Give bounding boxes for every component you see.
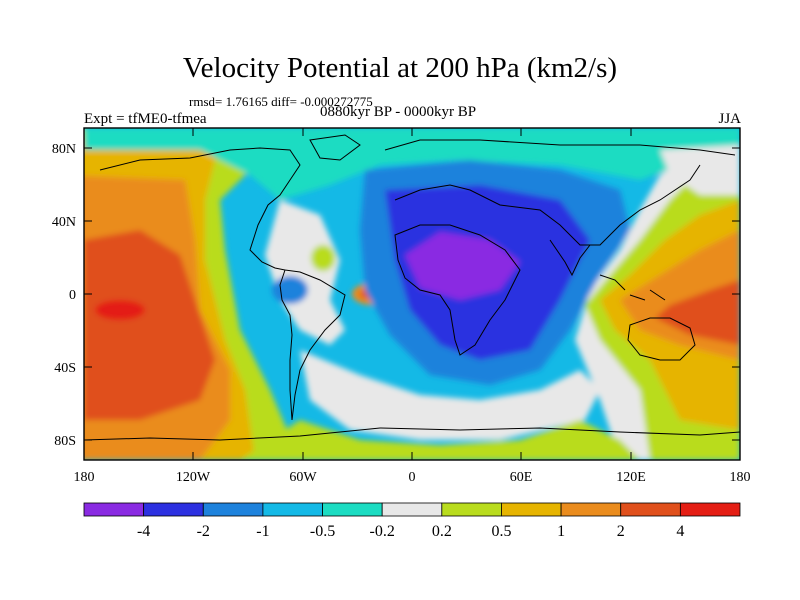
colorbar-label: 0.5 — [491, 523, 511, 540]
colorbar-label: 2 — [617, 523, 625, 540]
lat-label: 80S — [54, 434, 76, 449]
period-label: 0880kyr BP - 0000kyr BP — [320, 104, 477, 120]
colorbar-label: -1 — [256, 523, 269, 540]
lat-label: 40N — [52, 215, 76, 230]
colorbar-label: -0.2 — [370, 523, 395, 540]
colorbar-label: 4 — [676, 523, 684, 540]
lat-label: 0 — [69, 288, 76, 303]
lat-axis — [84, 147, 740, 441]
stats-label: rmsd= 1.76165 diff= -0.000272775 — [189, 94, 373, 109]
colorbar-swatch — [262, 502, 323, 517]
colorbar-label: 0.2 — [432, 523, 452, 540]
colorbar-swatch — [620, 502, 681, 517]
map-title: Velocity Potential at 200 hPa (km2/s) — [182, 52, 618, 84]
lat-label: 40S — [54, 361, 76, 376]
colorbar-swatch — [560, 502, 622, 517]
lon-label: 60E — [510, 470, 533, 485]
colorbar: -4 -2 -1 -0.5 -0.2 0.2 0.5 1 2 4 — [83, 502, 741, 540]
colorbar-swatch — [381, 502, 443, 517]
colorbar-swatch — [202, 502, 264, 517]
lon-label: 180 — [74, 470, 95, 485]
lon-label: 120E — [616, 470, 646, 485]
lat-label: 80N — [52, 142, 76, 157]
lon-label: 60W — [289, 470, 317, 485]
lon-axis — [83, 128, 741, 460]
colorbar-swatch — [679, 502, 741, 517]
experiment-label: Expt = tfME0-tfmea — [84, 111, 207, 127]
velocity-potential-field — [84, 128, 740, 460]
colorbar-swatch — [501, 502, 562, 517]
season-label: JJA — [718, 111, 741, 127]
colorbar-swatch — [83, 502, 145, 517]
colorbar-swatch — [322, 502, 383, 517]
colorbar-label: 1 — [557, 523, 565, 540]
colorbar-label: -4 — [137, 523, 150, 540]
lon-label: 180 — [730, 470, 751, 485]
lon-label: 0 — [409, 470, 416, 485]
coastlines — [84, 134, 740, 441]
colorbar-swatch — [441, 502, 502, 517]
colorbar-label: -0.5 — [310, 523, 335, 540]
lon-label: 120W — [176, 470, 211, 485]
colorbar-label: -2 — [197, 523, 210, 540]
colorbar-swatch — [143, 502, 204, 517]
